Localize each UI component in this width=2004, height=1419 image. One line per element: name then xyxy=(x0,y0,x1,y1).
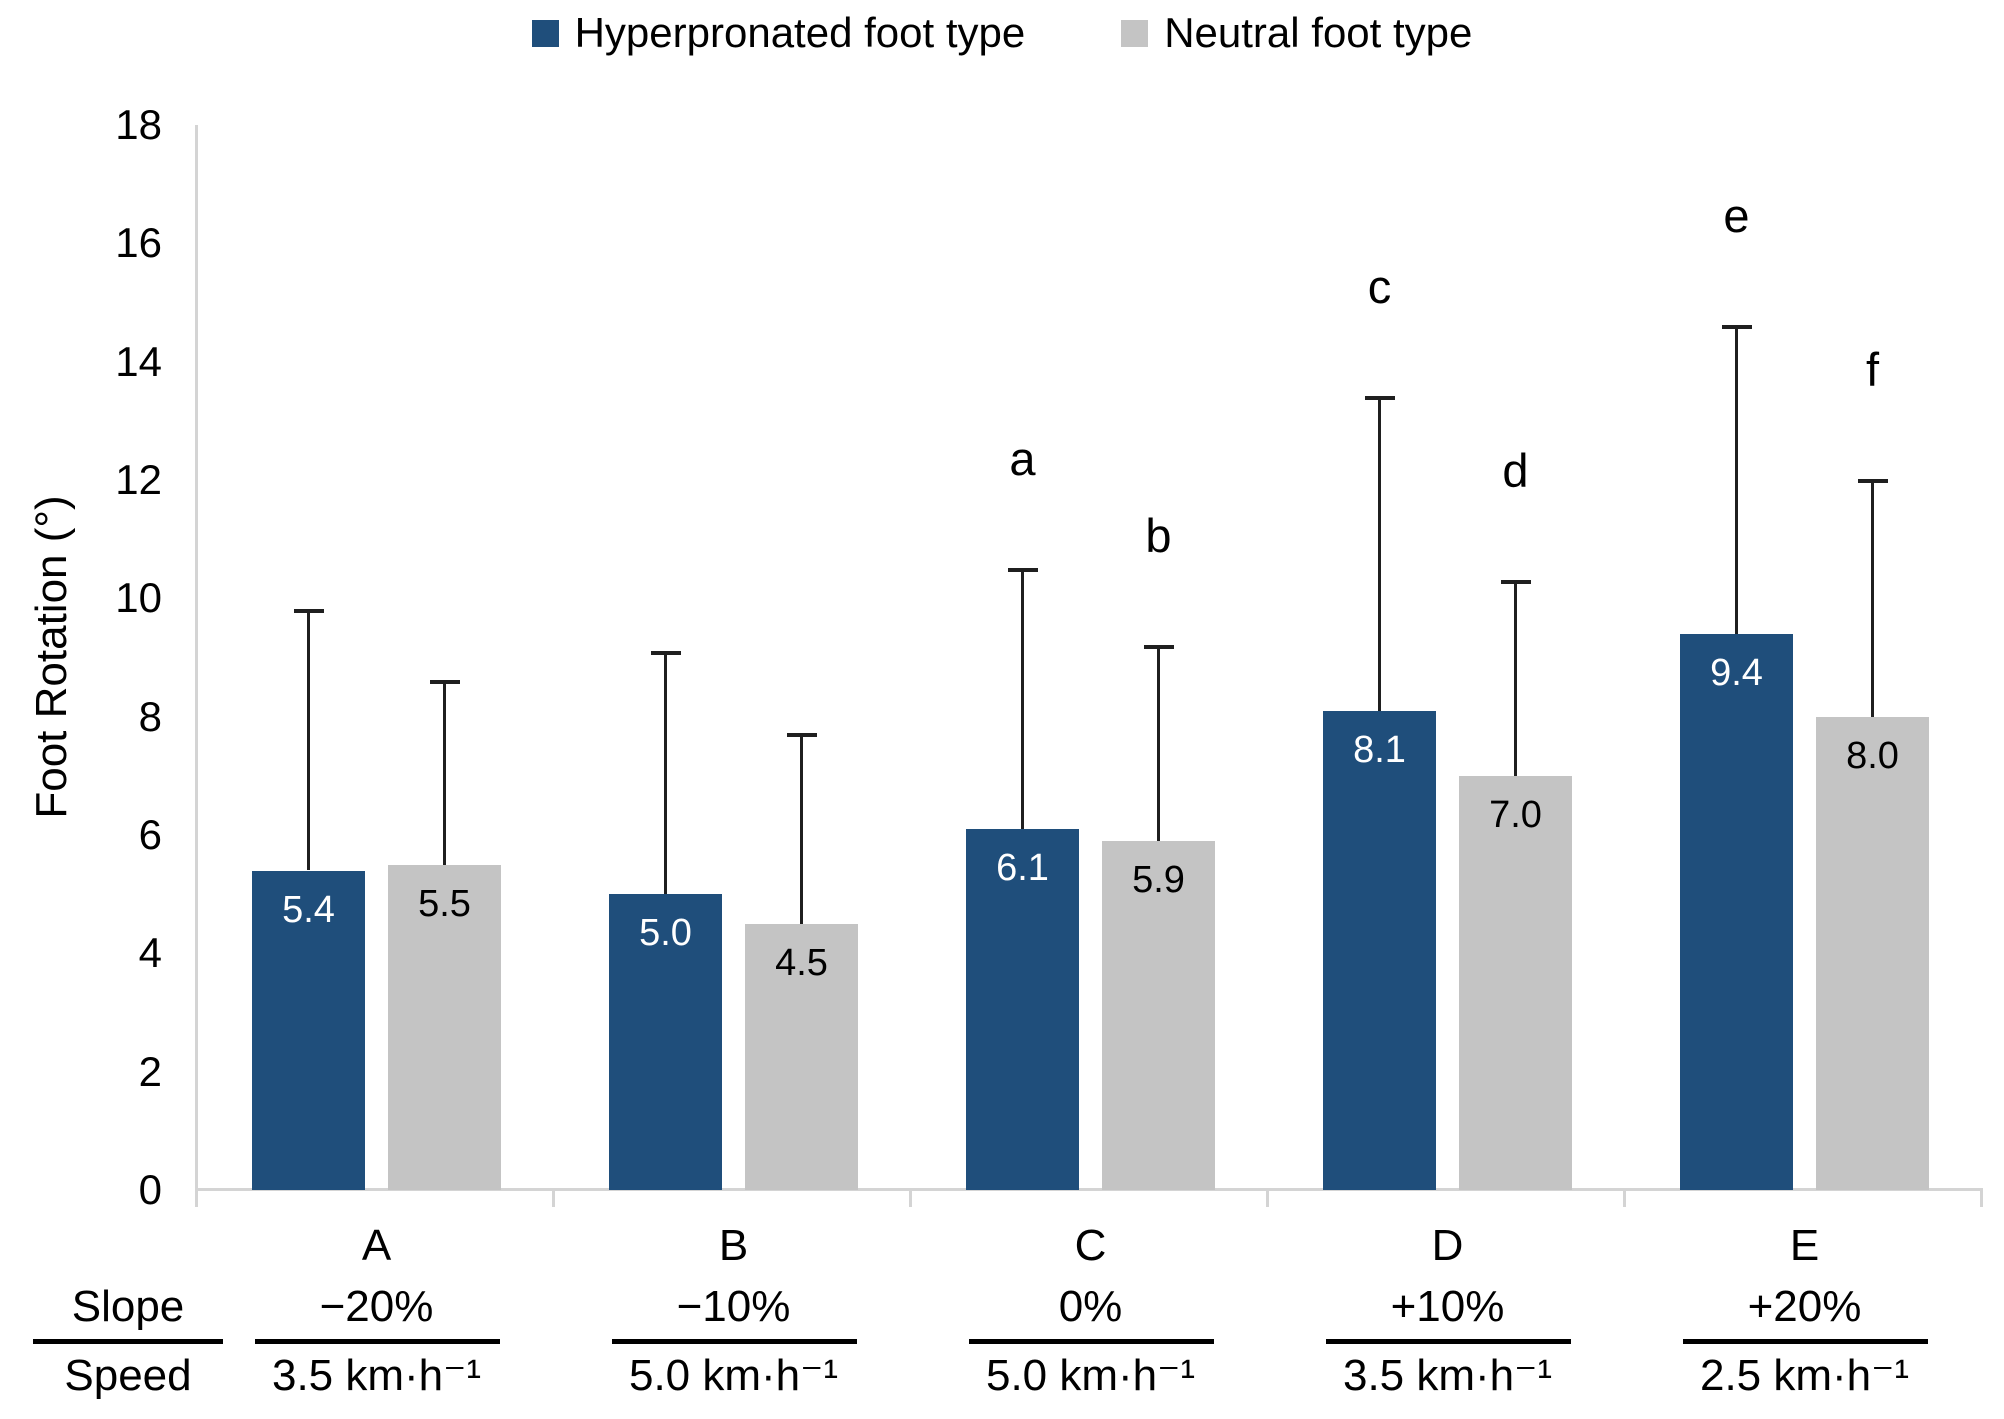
error-bar xyxy=(1735,326,1738,634)
error-bar xyxy=(443,681,446,865)
significance-letter: e xyxy=(1723,189,1750,243)
bar-value-label: 5.5 xyxy=(418,882,471,925)
y-tick-label: 2 xyxy=(138,1047,162,1095)
bar-value-label: 4.5 xyxy=(775,941,828,984)
y-tick-label: 14 xyxy=(115,337,162,385)
y-tick-label: 16 xyxy=(115,219,162,267)
slope-value: −20% xyxy=(319,1282,434,1331)
footer-row-label-slope: Slope xyxy=(71,1282,185,1331)
bar-hyperpronated xyxy=(1680,633,1793,1190)
speed-value: 3.5 km·h⁻¹ xyxy=(1342,1351,1553,1400)
y-axis-line xyxy=(195,125,198,1190)
significance-letter: a xyxy=(1009,431,1036,485)
category-label: E xyxy=(1789,1221,1820,1270)
y-tick-label: 6 xyxy=(138,811,162,858)
legend-swatch-hyperpronated xyxy=(531,19,559,47)
y-axis-title: Foot Rotation (°) xyxy=(27,495,76,819)
bar-neutral xyxy=(1459,775,1572,1190)
significance-letter: b xyxy=(1145,508,1172,562)
speed-value: 3.5 km·h⁻¹ xyxy=(271,1351,482,1400)
bar-value-label: 8.1 xyxy=(1353,728,1406,771)
error-bar-cap xyxy=(293,609,324,614)
error-bar xyxy=(664,651,667,895)
bar-value-label: 8.0 xyxy=(1846,734,1899,777)
error-bar xyxy=(307,610,310,871)
bar-value-label: 5.9 xyxy=(1132,858,1185,901)
y-tick-label: 12 xyxy=(115,456,162,503)
error-bar xyxy=(1021,568,1024,830)
legend: Hyperpronated foot type Neutral foot typ… xyxy=(0,12,2004,54)
slope-value: +10% xyxy=(1390,1282,1505,1331)
legend-swatch-neutral xyxy=(1121,19,1149,47)
slope-speed-divider xyxy=(254,1339,500,1344)
category-label: B xyxy=(718,1221,749,1270)
speed-value: 2.5 km·h⁻¹ xyxy=(1699,1351,1910,1400)
bar-hyperpronated xyxy=(966,829,1079,1190)
legend-label-neutral: Neutral foot type xyxy=(1164,9,1473,56)
x-axis-tick xyxy=(909,1190,912,1207)
bar-hyperpronated xyxy=(1323,710,1436,1190)
footer-row-label-speed: Speed xyxy=(64,1351,192,1400)
error-bar-cap xyxy=(429,680,460,685)
legend-item-hyperpronated: Hyperpronated foot type xyxy=(531,9,1026,56)
category-label: C xyxy=(1074,1221,1107,1270)
footer-header-divider xyxy=(33,1339,223,1344)
error-bar-cap xyxy=(1500,579,1531,584)
slope-speed-divider xyxy=(611,1339,857,1344)
x-axis-tick xyxy=(552,1190,555,1207)
y-tick-label: 10 xyxy=(115,574,162,622)
error-bar-cap xyxy=(1007,567,1038,572)
x-axis-line xyxy=(195,1188,1983,1191)
bar-value-label: 7.0 xyxy=(1489,793,1542,836)
significance-letter: d xyxy=(1502,443,1529,497)
bar-value-label: 5.0 xyxy=(639,912,692,955)
bar-value-label: 5.4 xyxy=(282,888,335,931)
significance-letter: f xyxy=(1865,343,1880,396)
x-axis-tick xyxy=(1623,1190,1626,1207)
error-bar-cap xyxy=(1721,325,1752,330)
legend-label-hyperpronated: Hyperpronated foot type xyxy=(574,9,1026,56)
speed-value: 5.0 km·h⁻¹ xyxy=(628,1351,839,1400)
bar-neutral xyxy=(1102,840,1215,1190)
error-bar xyxy=(1514,580,1517,776)
error-bar-cap xyxy=(1364,396,1395,401)
category-label: A xyxy=(361,1221,392,1270)
x-axis-tick xyxy=(1980,1190,1983,1207)
error-bar-cap xyxy=(1857,479,1888,483)
category-label: D xyxy=(1431,1221,1464,1270)
error-bar-cap xyxy=(650,650,681,655)
significance-letter: c xyxy=(1367,260,1392,314)
bar-value-label: 6.1 xyxy=(996,847,1049,890)
x-axis-tick xyxy=(195,1190,198,1207)
bar-neutral xyxy=(1816,716,1929,1190)
slope-value: 0% xyxy=(1058,1282,1123,1331)
slope-speed-divider xyxy=(1682,1339,1928,1344)
slope-speed-divider xyxy=(1325,1339,1571,1344)
slope-value: +20% xyxy=(1747,1282,1862,1331)
error-bar xyxy=(1378,397,1381,711)
y-tick-label: 8 xyxy=(138,692,162,740)
error-bar-cap xyxy=(786,733,817,738)
legend-item-neutral: Neutral foot type xyxy=(1121,12,1472,54)
y-tick-label: 4 xyxy=(138,929,162,977)
slope-value: −10% xyxy=(676,1282,791,1331)
bar-neutral xyxy=(745,923,858,1190)
bar-value-label: 9.4 xyxy=(1710,651,1763,694)
x-axis-tick xyxy=(1266,1190,1269,1207)
y-tick-label: 18 xyxy=(115,101,162,148)
error-bar xyxy=(800,734,803,924)
y-tick-label: 0 xyxy=(138,1166,162,1213)
bar-hyperpronated xyxy=(609,894,722,1190)
slope-speed-divider xyxy=(968,1339,1214,1344)
bar-hyperpronated xyxy=(252,870,365,1190)
error-bar xyxy=(1871,480,1874,717)
error-bar-cap xyxy=(1143,644,1174,649)
bar-neutral xyxy=(388,864,501,1190)
speed-value: 5.0 km·h⁻¹ xyxy=(985,1351,1196,1400)
error-bar xyxy=(1157,645,1160,841)
